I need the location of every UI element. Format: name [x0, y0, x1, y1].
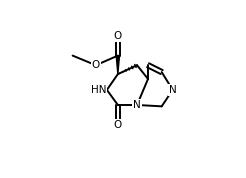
Text: HN: HN [91, 85, 106, 95]
Text: O: O [114, 32, 122, 41]
Text: N: N [133, 100, 141, 110]
Text: O: O [92, 60, 100, 70]
Text: O: O [114, 120, 122, 130]
Text: N: N [169, 85, 177, 95]
Polygon shape [116, 56, 120, 74]
